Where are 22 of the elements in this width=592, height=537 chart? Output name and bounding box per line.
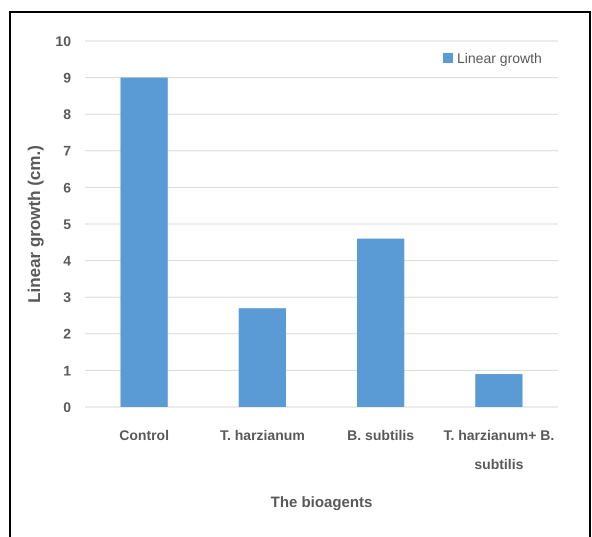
y-tick-label: 2 [63, 326, 72, 342]
y-tick-label: 5 [63, 216, 72, 232]
y-axis-title: Linear growth (cm.) [25, 145, 44, 303]
legend-label: Linear growth [457, 50, 542, 66]
bar [120, 78, 168, 407]
bar [475, 374, 523, 407]
x-tick-label: Control [119, 427, 170, 443]
bar [238, 308, 286, 407]
y-tick-label: 6 [63, 179, 72, 196]
y-tick-label: 10 [55, 32, 72, 49]
x-tick-label: T. harzianum [220, 427, 305, 443]
y-tick-label: 7 [63, 142, 72, 159]
bar [356, 238, 404, 407]
x-tick-label: B. subtilis [347, 427, 414, 443]
y-tick-label: 8 [63, 106, 72, 122]
y-tick-label: 0 [63, 398, 72, 415]
y-tick-label: 9 [63, 70, 72, 86]
y-tick-label: 4 [63, 252, 72, 268]
y-tick-label: 3 [63, 289, 72, 306]
x-axis-title: The bioagents [270, 494, 372, 511]
x-tick-label: T. harzianum+ B. subtilis [443, 427, 554, 472]
y-tick-label: 1 [63, 362, 72, 378]
